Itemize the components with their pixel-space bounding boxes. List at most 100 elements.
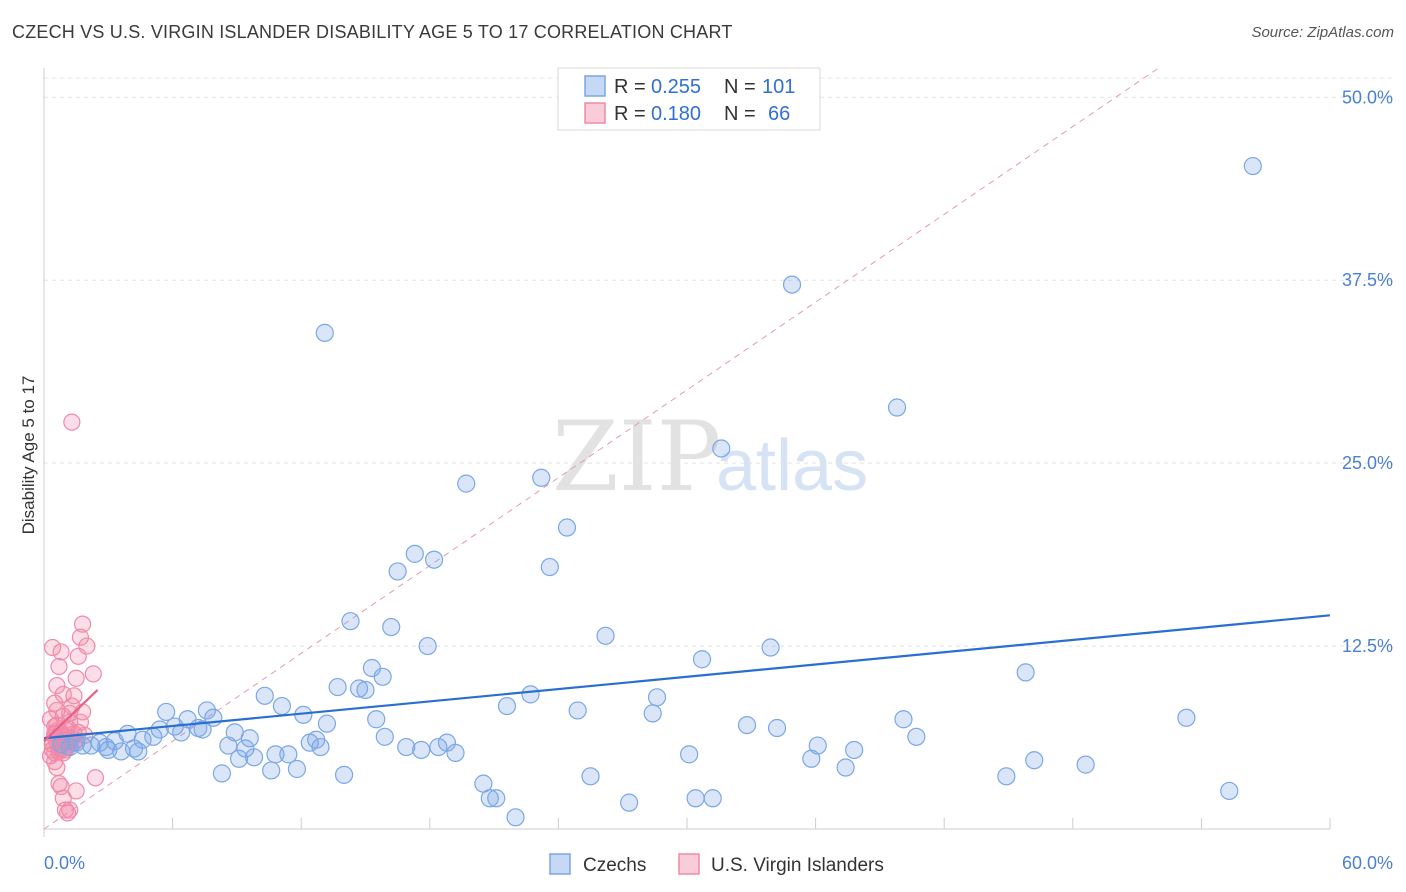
czech-point bbox=[255, 686, 274, 705]
czech-point bbox=[620, 793, 639, 812]
y-tick-labels: 12.5% 25.0% 37.5% 50.0% bbox=[1342, 87, 1393, 656]
czech-point bbox=[761, 638, 780, 657]
czech-point bbox=[334, 765, 354, 784]
czech-point bbox=[193, 720, 212, 739]
czech-point bbox=[412, 740, 431, 760]
watermark-atlas: atlas bbox=[716, 426, 868, 506]
y-tick-label: 50.0% bbox=[1342, 87, 1393, 107]
czech-point bbox=[767, 718, 787, 738]
czech-point bbox=[97, 737, 116, 757]
virgin-point bbox=[54, 685, 72, 703]
czech-point bbox=[692, 650, 712, 669]
virgin-point bbox=[78, 637, 96, 655]
czech-points bbox=[52, 156, 1262, 827]
virgin-point bbox=[48, 676, 66, 695]
series-legend: Czechs U.S. Virgin Islanders bbox=[549, 853, 884, 876]
czech-point bbox=[229, 749, 249, 768]
virgin-trend-line bbox=[43, 689, 99, 742]
virgin-point bbox=[61, 704, 79, 722]
czech-point bbox=[287, 759, 307, 779]
virgin-n-label: N = bbox=[724, 103, 756, 125]
source-credit: Source: ZipAtlas.com bbox=[1251, 24, 1394, 41]
czech-point bbox=[1243, 156, 1262, 176]
czech-point bbox=[150, 720, 169, 739]
czech-point bbox=[1177, 708, 1196, 727]
czech-point bbox=[457, 474, 476, 493]
czech-point bbox=[418, 636, 437, 656]
czech-point bbox=[315, 323, 334, 342]
czech-point bbox=[1076, 755, 1095, 774]
stats-legend: R = 0.255 N = 101 R = 0.180 N = 66 bbox=[557, 67, 821, 131]
czech-point bbox=[782, 275, 802, 294]
czech-point bbox=[557, 518, 577, 537]
czech-trend-line bbox=[43, 614, 1331, 740]
czech-point bbox=[712, 439, 731, 458]
czech-point bbox=[240, 729, 259, 748]
czech-point bbox=[680, 745, 699, 764]
czech-point bbox=[540, 557, 559, 577]
y-tick-label: 12.5% bbox=[1342, 636, 1393, 656]
czech-point bbox=[262, 761, 281, 780]
czech-point bbox=[808, 736, 827, 755]
czechs-swatch bbox=[549, 853, 571, 875]
czech-r-label: R = bbox=[614, 76, 646, 98]
czech-point bbox=[446, 743, 465, 763]
virgin-point bbox=[58, 804, 77, 822]
x-tick-label: 60.0% bbox=[1342, 853, 1393, 873]
virgin-point bbox=[71, 628, 90, 646]
x-tick-labels: 0.0% 60.0% bbox=[44, 853, 1393, 873]
virgin-point bbox=[50, 657, 68, 676]
virgin-point bbox=[73, 615, 92, 633]
czech-point bbox=[596, 626, 615, 645]
czech-point bbox=[737, 715, 757, 735]
virgin-point bbox=[52, 643, 70, 661]
czech-point bbox=[703, 789, 722, 808]
czech-point bbox=[581, 767, 600, 786]
virgin-point bbox=[65, 687, 83, 705]
virgin-swatch bbox=[678, 853, 700, 875]
czech-point bbox=[532, 468, 551, 487]
virgin-point bbox=[43, 638, 62, 657]
virgin-r-label: R = bbox=[614, 103, 646, 125]
czech-point bbox=[197, 701, 216, 720]
diagonal-reference bbox=[43, 67, 1159, 830]
czech-point bbox=[1220, 781, 1239, 801]
czech-point bbox=[405, 544, 424, 563]
czech-point bbox=[112, 742, 131, 761]
czech-point bbox=[429, 737, 448, 757]
czech-point bbox=[307, 730, 326, 749]
virgin-point bbox=[63, 413, 81, 431]
virgin-point bbox=[84, 665, 102, 683]
y-tick-label: 37.5% bbox=[1342, 270, 1393, 290]
czech-point bbox=[244, 748, 264, 767]
czech-point bbox=[272, 696, 292, 716]
czech-point bbox=[845, 740, 864, 760]
diagonal-line bbox=[43, 67, 1159, 830]
czech-point bbox=[349, 679, 369, 698]
virgin-legend-swatch bbox=[584, 102, 606, 124]
czech-point bbox=[328, 677, 347, 697]
czech-legend-swatch bbox=[584, 75, 606, 97]
czech-point bbox=[643, 704, 662, 723]
virgin-point bbox=[67, 782, 85, 800]
czech-point bbox=[521, 685, 540, 704]
czech-point bbox=[424, 550, 444, 569]
virgin-point bbox=[56, 801, 75, 819]
virgin-legend-label: U.S. Virgin Islanders bbox=[711, 855, 884, 876]
axes bbox=[43, 68, 1331, 837]
virgin-point bbox=[61, 801, 79, 819]
czech-n-label: N = bbox=[724, 76, 756, 98]
czech-point bbox=[836, 758, 855, 777]
czech-point bbox=[1016, 663, 1035, 682]
czech-n-value: 101 bbox=[762, 76, 795, 98]
czech-point bbox=[647, 688, 667, 707]
czech-point bbox=[397, 737, 416, 757]
czech-point bbox=[894, 710, 913, 729]
chart-title: CZECH VS U.S. VIRGIN ISLANDER DISABILITY… bbox=[12, 22, 733, 42]
y-tick-label: 25.0% bbox=[1342, 453, 1393, 473]
virgin-islander-points bbox=[41, 413, 105, 822]
virgin-point bbox=[67, 669, 85, 687]
czech-point bbox=[266, 745, 285, 764]
czech-point bbox=[497, 696, 517, 716]
